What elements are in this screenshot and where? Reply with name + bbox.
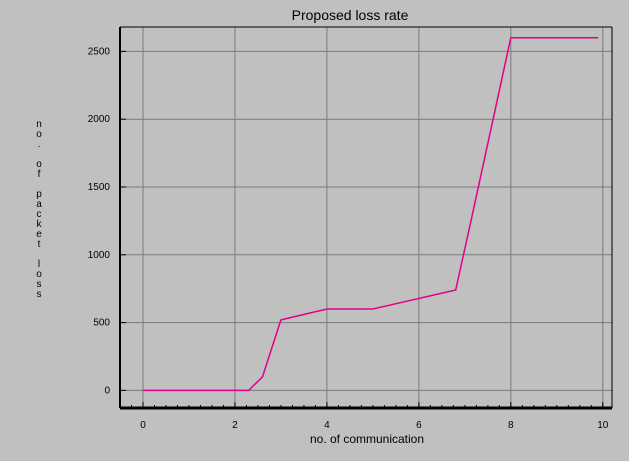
y-axis-label-char: . <box>38 139 41 150</box>
y-tick-label: 500 <box>93 318 110 329</box>
series-line <box>143 37 599 392</box>
axes: 0 2 4 6 8 10 0 500 1000 1500 2000 2500 <box>88 26 613 431</box>
x-tick-label: 8 <box>508 420 514 431</box>
y-axis-label-char: k <box>37 219 43 230</box>
y-axis-label-char: o <box>36 129 42 140</box>
y-tick-label: 2500 <box>88 46 111 57</box>
y-axis-label-char: l <box>38 259 40 270</box>
y-axis-label-char: n <box>36 119 42 130</box>
y-tick-label: 2000 <box>88 114 111 125</box>
y-axis-label-char: a <box>36 199 42 210</box>
y-tick-label: 0 <box>104 385 110 396</box>
y-axis-label-char: f <box>38 169 41 180</box>
x-tick-label: 6 <box>416 420 422 431</box>
x-tick-label: 2 <box>232 420 238 431</box>
chart-title: Proposed loss rate <box>292 7 409 23</box>
series-layer <box>143 37 599 392</box>
y-axis-label-char: o <box>36 159 42 170</box>
x-tick-label: 4 <box>324 420 330 431</box>
x-axis-label: no. of communication <box>310 432 424 446</box>
y-axis-label-char: e <box>36 229 42 240</box>
y-axis-label-char: p <box>36 189 42 200</box>
y-axis-label-char: s <box>37 289 42 300</box>
y-tick-label: 1500 <box>88 182 111 193</box>
x-tick-label: 10 <box>597 420 609 431</box>
y-tick-label: 1000 <box>88 250 111 261</box>
y-axis-label-char: c <box>37 209 42 220</box>
y-axis-label-char: s <box>37 279 42 290</box>
y-axis-label-char: t <box>38 239 41 250</box>
x-tick-label: 0 <box>140 420 146 431</box>
y-axis-label-char: o <box>36 269 42 280</box>
